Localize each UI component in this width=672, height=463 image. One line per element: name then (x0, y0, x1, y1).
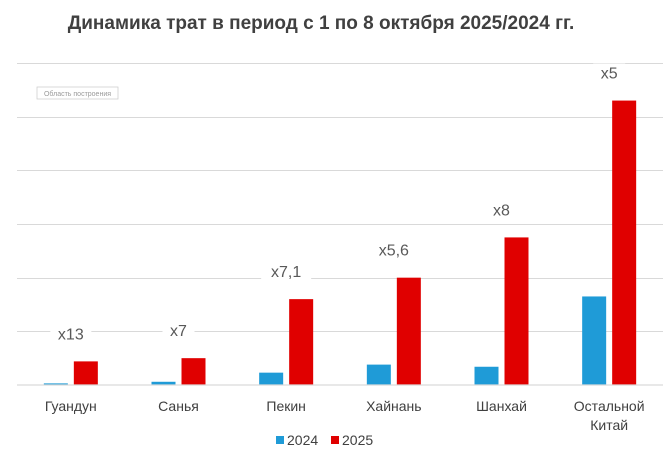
chart-title: Динамика трат в период с 1 по 8 октября … (68, 13, 575, 34)
category-label-3: Пекин (266, 398, 306, 414)
category-label-6: Остальной Китай (574, 398, 645, 433)
category-label-4: Хайнань (366, 398, 422, 414)
ratio-label-4: x5,6 (379, 243, 409, 260)
bar-2024-5 (474, 366, 499, 385)
category-label-2: Санья (158, 398, 199, 414)
bar-2025-1 (73, 361, 98, 385)
bar-2025-5 (504, 237, 529, 385)
plot-area-tag-text: Область построения (44, 90, 111, 98)
legend-swatch-2025 (331, 436, 339, 444)
category-label-line: Китай (590, 417, 628, 433)
ratio-label-bg (368, 240, 419, 261)
ratio-label-bg (593, 63, 626, 84)
legend-label-2025: 2025 (342, 432, 373, 448)
ratio-label-3: x7,1 (271, 264, 301, 281)
category-labels: Гуандун Санья Пекин Хайнань Шанхай Остальной К… (45, 398, 645, 433)
ratio-label-1: x13 (58, 326, 84, 343)
bar-2024-1 (43, 383, 68, 385)
ratio-label-5: x8 (493, 202, 510, 219)
bars (43, 100, 637, 386)
gridlines (17, 63, 663, 332)
bar-2025-2 (181, 358, 206, 385)
ratio-label-bg (50, 324, 92, 345)
ratio-label-bg (261, 262, 312, 283)
legend-swatch-2024 (276, 436, 284, 444)
ratio-label-6: x5 (601, 66, 618, 83)
ratio-label-bg (162, 321, 195, 342)
category-label-5: Шанхай (476, 398, 527, 414)
category-label-line: Остальной (574, 398, 645, 414)
ratio-labels: x13 x7 x7,1 x5,6 x8 x5 (50, 63, 626, 345)
bar-2025-6 (612, 100, 637, 386)
ratio-label-2: x7 (170, 323, 187, 340)
bar-2024-4 (366, 364, 391, 385)
plot-area-tag: Область построения (36, 86, 119, 100)
bar-2025-4 (396, 277, 421, 385)
bar-2024-2 (151, 381, 176, 385)
bar-2025-3 (289, 299, 314, 385)
legend: 2024 2025 (276, 432, 373, 448)
category-label-1: Гуандун (45, 398, 97, 414)
ratio-label-bg (485, 200, 518, 221)
bar-2024-3 (259, 372, 284, 385)
bar-2024-6 (582, 296, 607, 385)
legend-label-2024: 2024 (287, 432, 318, 448)
